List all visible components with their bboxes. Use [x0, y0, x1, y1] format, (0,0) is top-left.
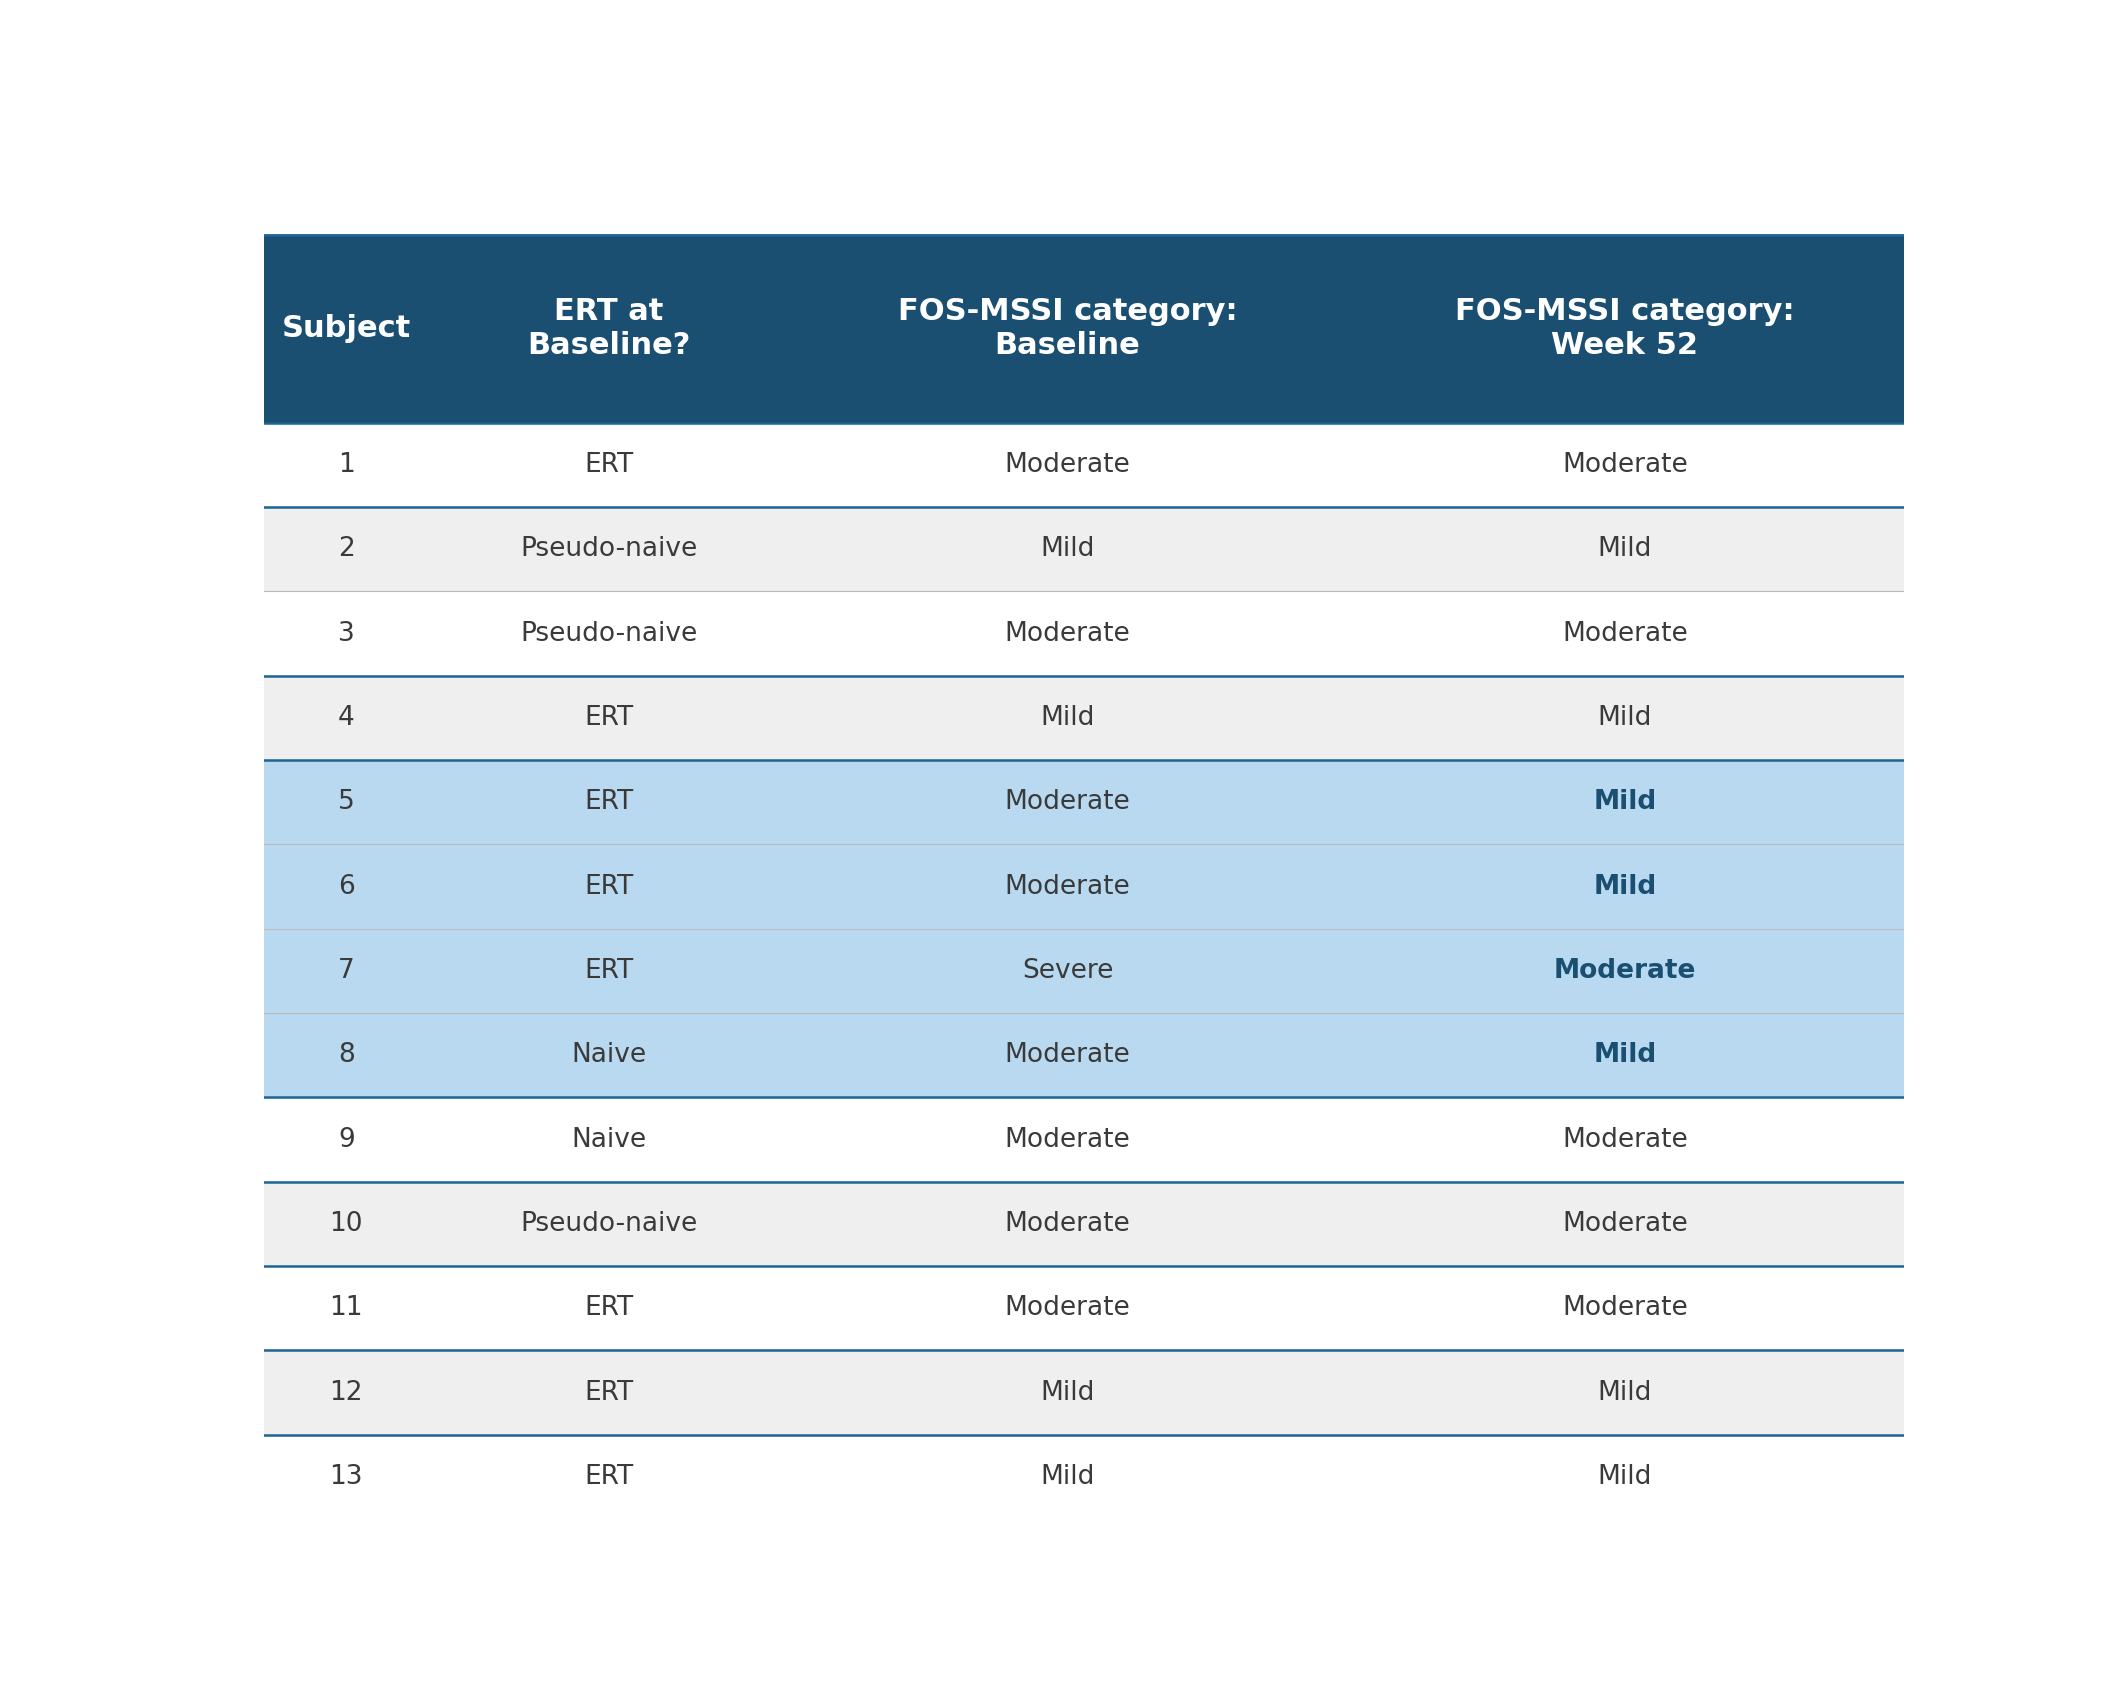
Bar	[264, 1265, 1904, 1350]
Text: Moderate: Moderate	[1563, 1296, 1688, 1321]
Text: 1: 1	[338, 452, 355, 479]
Bar	[264, 844, 1904, 928]
Text: ERT: ERT	[584, 704, 632, 731]
Text: Mild: Mild	[1597, 1464, 1652, 1490]
Text: 6: 6	[338, 873, 355, 900]
Bar	[264, 234, 1904, 423]
Text: Moderate: Moderate	[1563, 1127, 1688, 1153]
Text: ERT: ERT	[584, 789, 632, 816]
Text: Moderate: Moderate	[1005, 873, 1129, 900]
Text: Mild: Mild	[1593, 873, 1656, 900]
Text: 7: 7	[338, 959, 355, 984]
Text: Pseudo-naive: Pseudo-naive	[520, 1212, 698, 1237]
Text: FOS-MSSI category:
Baseline: FOS-MSSI category: Baseline	[897, 297, 1237, 361]
Bar	[264, 507, 1904, 591]
Text: Mild: Mild	[1597, 536, 1652, 563]
Text: Pseudo-naive: Pseudo-naive	[520, 620, 698, 647]
Text: ERT: ERT	[584, 452, 632, 479]
Text: ERT: ERT	[584, 959, 632, 984]
Text: Subject: Subject	[281, 313, 410, 344]
Text: Mild: Mild	[1041, 536, 1096, 563]
Text: ERT: ERT	[584, 1464, 632, 1490]
Text: Naive: Naive	[571, 1127, 647, 1153]
Text: ERT: ERT	[584, 873, 632, 900]
Bar	[264, 1013, 1904, 1097]
Text: Moderate: Moderate	[1005, 1127, 1129, 1153]
Text: Mild: Mild	[1041, 704, 1096, 731]
Bar	[264, 423, 1904, 507]
Bar	[264, 591, 1904, 676]
Text: 11: 11	[330, 1296, 364, 1321]
Text: 2: 2	[338, 536, 355, 563]
Text: 12: 12	[330, 1380, 364, 1405]
Text: Moderate: Moderate	[1563, 1212, 1688, 1237]
Text: ERT: ERT	[584, 1380, 632, 1405]
Text: 13: 13	[330, 1464, 364, 1490]
Text: 9: 9	[338, 1127, 355, 1153]
Text: Mild: Mild	[1041, 1464, 1096, 1490]
Text: Moderate: Moderate	[1005, 452, 1129, 479]
Text: Moderate: Moderate	[1005, 620, 1129, 647]
Text: Mild: Mild	[1593, 789, 1656, 816]
Text: ERT at
Baseline?: ERT at Baseline?	[527, 297, 689, 361]
Text: Moderate: Moderate	[1555, 959, 1696, 984]
Text: Severe: Severe	[1022, 959, 1112, 984]
Bar	[264, 676, 1904, 760]
Text: Mild: Mild	[1597, 1380, 1652, 1405]
Text: Moderate: Moderate	[1563, 452, 1688, 479]
Text: 10: 10	[330, 1212, 364, 1237]
Bar	[264, 1181, 1904, 1265]
Text: 4: 4	[338, 704, 355, 731]
Text: ERT: ERT	[584, 1296, 632, 1321]
Text: Moderate: Moderate	[1005, 1043, 1129, 1068]
Text: Moderate: Moderate	[1005, 1212, 1129, 1237]
Text: Mild: Mild	[1597, 704, 1652, 731]
Text: 8: 8	[338, 1043, 355, 1068]
Text: Mild: Mild	[1593, 1043, 1656, 1068]
Text: Naive: Naive	[571, 1043, 647, 1068]
Text: 3: 3	[338, 620, 355, 647]
Bar	[264, 1350, 1904, 1436]
Bar	[264, 1436, 1904, 1520]
Text: Moderate: Moderate	[1005, 789, 1129, 816]
Bar	[264, 760, 1904, 844]
Bar	[264, 1097, 1904, 1181]
Text: 5: 5	[338, 789, 355, 816]
Text: Pseudo-naive: Pseudo-naive	[520, 536, 698, 563]
Bar	[264, 928, 1904, 1013]
Text: FOS-MSSI category:
Week 52: FOS-MSSI category: Week 52	[1455, 297, 1796, 361]
Text: Moderate: Moderate	[1005, 1296, 1129, 1321]
Text: Mild: Mild	[1041, 1380, 1096, 1405]
Text: Moderate: Moderate	[1563, 620, 1688, 647]
